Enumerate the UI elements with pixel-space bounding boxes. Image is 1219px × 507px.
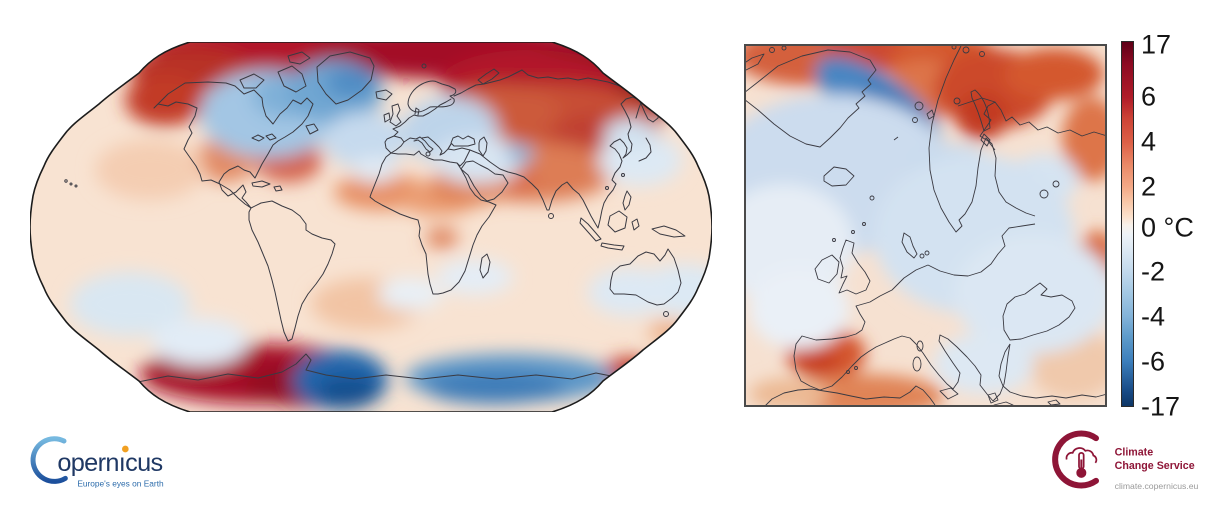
colorbar-tick-neg6: -6	[1141, 346, 1166, 377]
c3s-url: climate.copernicus.eu	[1115, 481, 1199, 491]
colorbar-tick-neg17: -17	[1141, 391, 1181, 422]
colorbar-tick-2: 2	[1141, 171, 1157, 202]
c3s-crescent-icon	[1052, 430, 1099, 489]
colorbar-tick-4: 4	[1141, 126, 1157, 157]
c3s-title-line1: Climate	[1115, 447, 1154, 459]
copernicus-tagline: Europe's eyes on Earth	[77, 478, 164, 488]
world-anomaly-blobs	[70, 42, 712, 410]
copernicus-wordmark: opernıcus	[57, 449, 162, 477]
c3s-logo: Climate Change Service climate.copernicu…	[1052, 430, 1199, 491]
copernicus-c-swoosh-icon	[30, 436, 68, 484]
europe-anomaly-field	[744, 44, 1107, 407]
world-anomaly-field	[30, 42, 712, 412]
c3s-title-line2: Change Service	[1115, 460, 1195, 472]
world-coastlines	[64, 51, 686, 384]
copernicus-logo: opernıcus Europe's eyes on Earth	[30, 436, 164, 488]
world-anomaly-map	[30, 42, 712, 412]
europe-anomaly-map	[744, 44, 1107, 407]
colorbar-tick-17: 17	[1141, 29, 1172, 60]
colorbar-tick-neg2: -2	[1141, 256, 1166, 287]
colorbar-tick-6: 6	[1141, 81, 1157, 112]
europe-map-border	[744, 44, 1107, 407]
colorbar-tick-neg4: -4	[1141, 301, 1166, 332]
c3s-thermometer-icon	[1076, 451, 1087, 478]
world-map-border	[30, 42, 712, 412]
copernicus-orange-dot-icon	[122, 445, 129, 453]
colorbar	[1121, 41, 1134, 407]
c3s-cloud-icon	[1065, 447, 1098, 464]
colorbar-tick-0-unit: 0 °C	[1141, 212, 1194, 243]
